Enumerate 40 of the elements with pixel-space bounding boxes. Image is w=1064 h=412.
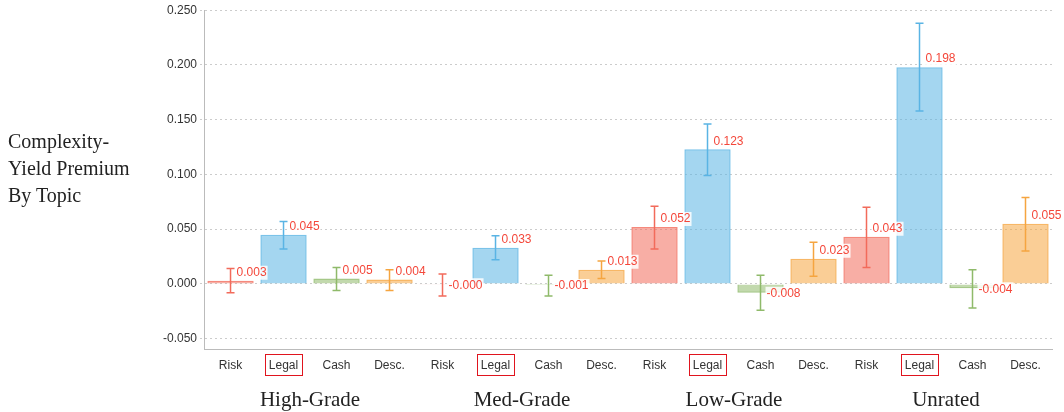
text: Low-Grade — [685, 387, 783, 411]
y-tick-label: -0.050 — [162, 330, 198, 345]
x-tick-label: Desc. — [798, 358, 829, 373]
data-label: 0.052 — [660, 211, 691, 226]
y-tick-label: 0.000 — [166, 276, 198, 291]
x-tick-label: Risk — [642, 358, 668, 373]
data-label: 0.003 — [236, 264, 267, 279]
x-tick-label: Cash — [746, 358, 775, 373]
x-tick-label: Desc. — [1010, 358, 1041, 373]
y-tick-label: 0.100 — [166, 166, 198, 181]
y-axis-title: Complexity-Yield Premium By Topic — [8, 129, 131, 209]
data-label: 0.033 — [501, 232, 532, 247]
data-label: 0.198 — [925, 51, 956, 66]
data-label: 0.013 — [607, 253, 638, 268]
x-tick-label: Desc. — [374, 358, 405, 373]
x-tick-label: Cash — [958, 358, 987, 373]
x-tick-label: Risk — [430, 358, 456, 373]
x-tick-label: Cash — [534, 358, 563, 373]
y-tick-label: 0.050 — [166, 221, 198, 236]
data-label: 0.005 — [342, 262, 373, 277]
data-label: 0.004 — [395, 263, 426, 278]
data-label: -0.004 — [978, 281, 1013, 296]
text: High-Grade — [259, 387, 361, 411]
data-label: 0.023 — [819, 243, 850, 258]
data-label: 0.045 — [289, 218, 320, 233]
data-label: 0.043 — [872, 221, 903, 236]
data-label: -0.000 — [448, 277, 483, 292]
x-tick-label: Desc. — [586, 358, 617, 373]
data-label: 0.123 — [713, 133, 744, 148]
data-label: -0.001 — [554, 278, 589, 293]
data-label: 0.055 — [1031, 208, 1062, 223]
text: Med-Grade — [473, 387, 571, 411]
x-tick-label: Risk — [854, 358, 880, 373]
text: Unrated — [912, 387, 981, 411]
data-label: -0.008 — [766, 285, 801, 300]
x-tick-label: Risk — [218, 358, 244, 373]
y-tick-label: 0.150 — [166, 112, 198, 126]
y-tick-label: 0.200 — [166, 57, 198, 72]
x-tick-label: Cash — [322, 358, 351, 373]
y-tick-label: 0.250 — [166, 2, 198, 17]
